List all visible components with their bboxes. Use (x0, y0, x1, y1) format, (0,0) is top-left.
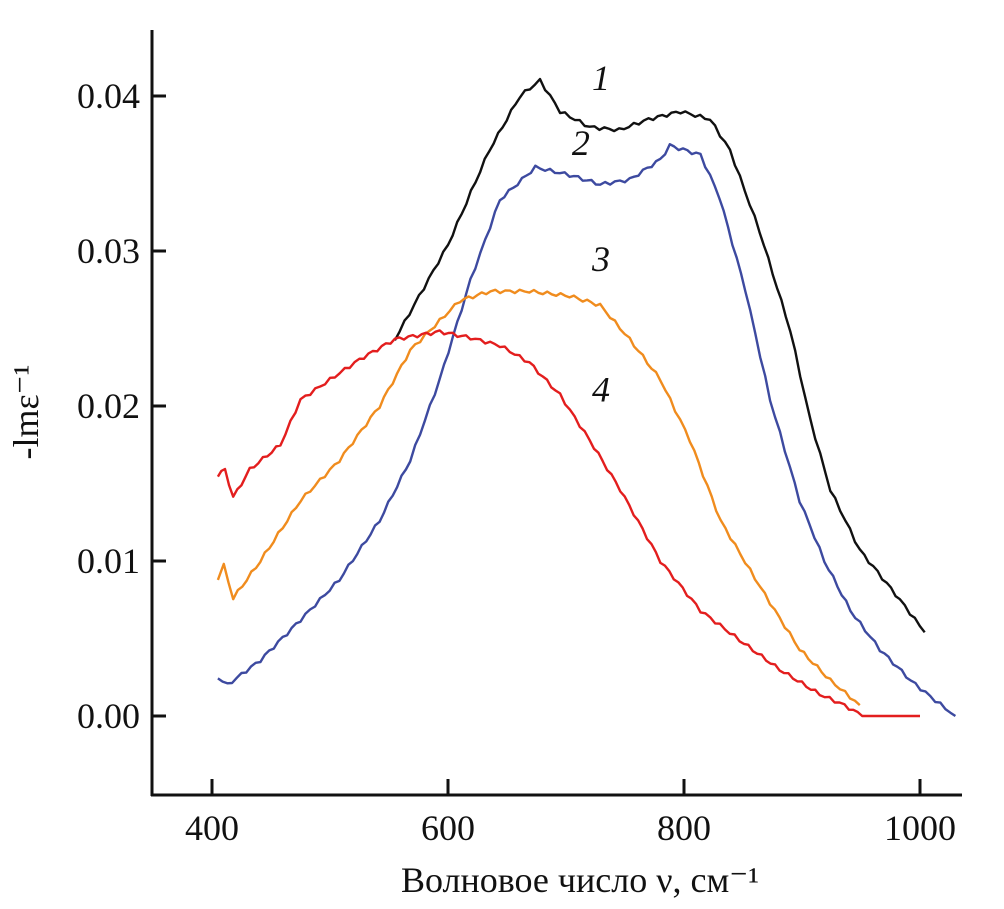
series-line-1 (393, 77, 926, 634)
x-axis-label: Волновое число ν, см⁻¹ (401, 860, 759, 900)
y-tick-label: 0.02 (77, 386, 140, 426)
y-tick-label: 0.04 (77, 76, 140, 116)
y-tick-label: 0.01 (77, 541, 140, 581)
curve-label-3: 3 (591, 239, 610, 279)
axes (150, 30, 962, 797)
series-line-2 (217, 142, 957, 718)
ticks: 400 600 800 1000 0.00 0.01 0.02 0.03 0.04 (77, 76, 956, 848)
series-line-3 (216, 288, 861, 706)
x-tick-label: 600 (421, 808, 475, 848)
y-axis-label: -lmε⁻¹ (6, 365, 46, 460)
x-tick-label: 400 (185, 808, 239, 848)
x-tick-label: 1000 (884, 808, 956, 848)
series-line-4 (216, 329, 920, 718)
curve-label-1: 1 (592, 58, 610, 98)
y-tick-label: 0.03 (77, 231, 140, 271)
x-tick-label: 800 (657, 808, 711, 848)
y-tick-label: 0.00 (77, 696, 140, 736)
curve-label-4: 4 (592, 369, 610, 409)
curve-labels: 12 3 4 (572, 58, 610, 410)
series-group (216, 77, 957, 718)
curve-label-2: 2 (572, 123, 590, 163)
